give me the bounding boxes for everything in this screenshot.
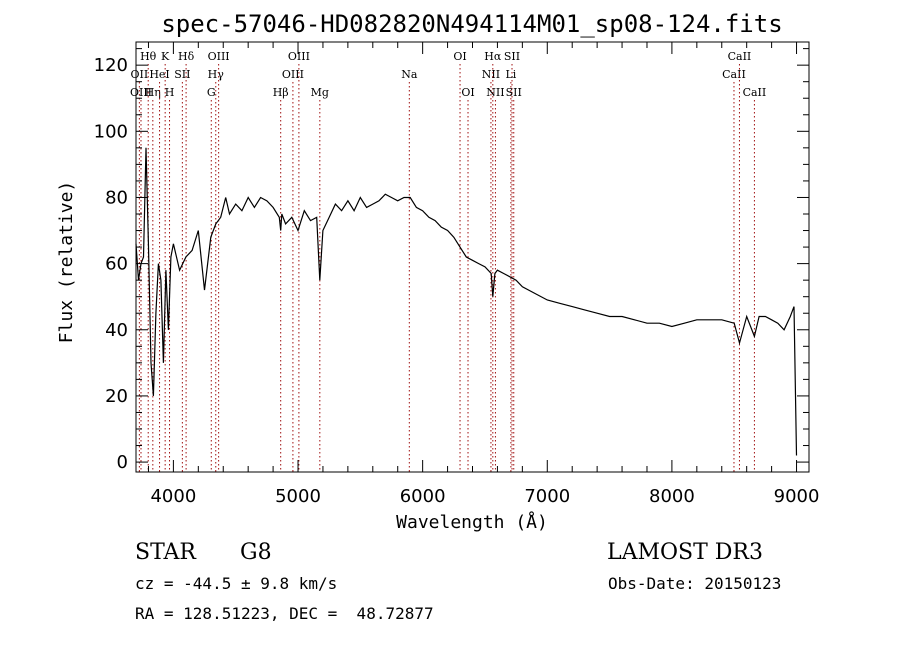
y-tick-label-5: 100 — [94, 121, 128, 142]
line-label-19: NII — [482, 68, 500, 81]
y-axis-label: Flux (relative) — [56, 181, 77, 344]
line-label-27: CaII — [743, 86, 767, 99]
line-markers: HθOIIOIIIHηHeIKHSIIHδGHγOIIIHβOIIIOIIIMg… — [130, 50, 766, 472]
line-label-12: Hβ — [273, 86, 289, 99]
line-label-20: Hα — [484, 50, 502, 63]
line-label-10: Hγ — [208, 68, 225, 81]
x-tick-label-1: 5000 — [275, 486, 321, 507]
line-label-18: OI — [461, 86, 474, 99]
line-label-11: OIII — [208, 50, 230, 63]
survey-name: LAMOST DR3 — [607, 540, 763, 565]
line-label-9: G — [207, 86, 216, 99]
line-label-1: OII — [131, 68, 149, 81]
x-tick-label-4: 8000 — [649, 486, 695, 507]
line-label-15: Mg — [311, 86, 329, 99]
x-tick-label-3: 7000 — [524, 486, 570, 507]
y-tick-label-2: 40 — [105, 320, 128, 341]
line-label-24: SII — [506, 86, 522, 99]
spectrum-series-line — [135, 147, 798, 456]
sky-coordinates: RA = 128.51223, DEC = 48.72877 — [135, 604, 434, 623]
line-label-26: CaII — [728, 50, 752, 63]
chart-title: spec-57046-HD082820N494114M01_sp08-124.f… — [161, 10, 782, 38]
line-label-13: OIII — [282, 68, 304, 81]
x-tick-label-0: 4000 — [150, 486, 196, 507]
y-tick-label-1: 20 — [105, 386, 128, 407]
line-label-0: Hθ — [140, 50, 157, 63]
line-label-17: OI — [453, 50, 466, 63]
line-label-16: Na — [401, 68, 418, 81]
x-tick-label-5: 9000 — [774, 486, 820, 507]
y-tick-label-4: 80 — [105, 187, 128, 208]
line-label-4: HeI — [149, 68, 169, 81]
y-tick-label-3: 60 — [105, 254, 128, 275]
observation-date: Obs-Date: 20150123 — [608, 574, 782, 593]
line-label-2: OIII — [130, 86, 152, 99]
object-subclass: G8 — [240, 540, 272, 565]
y-tick-label-0: 0 — [117, 452, 128, 473]
line-label-3: Hη — [145, 86, 161, 99]
line-label-25: CaII — [722, 68, 746, 81]
line-label-22: SII — [504, 50, 520, 63]
line-label-5: K — [161, 50, 170, 63]
x-tick-label-2: 6000 — [400, 486, 446, 507]
y-tick-label-6: 120 — [94, 55, 128, 76]
axis-ticks: 4000 5000 6000 7000 8000 9000 0 20 40 60 80 100 120 — [94, 42, 820, 507]
line-label-8: Hδ — [178, 50, 195, 63]
line-label-14: OIII — [288, 50, 310, 63]
line-label-21: NII — [486, 86, 504, 99]
line-label-6: H — [165, 86, 175, 99]
line-label-7: SII — [174, 68, 190, 81]
line-label-23: Li — [505, 68, 516, 81]
redshift-velocity: cz = -44.5 ± 9.8 km/s — [135, 574, 338, 593]
plot-frame — [135, 41, 810, 473]
object-class: STAR — [135, 540, 196, 565]
x-axis-label: Wavelength (Å) — [396, 511, 548, 533]
